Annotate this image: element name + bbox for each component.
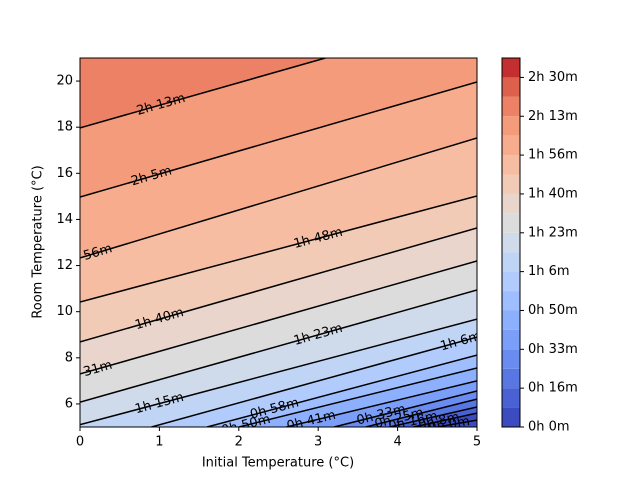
y-tick-label: 10	[56, 304, 73, 319]
y-axis-label: Room Temperature (°C)	[31, 165, 46, 318]
y-tick-label: 6	[65, 396, 73, 411]
contour-line	[151, 336, 477, 427]
colorbar-tick-label: 2h 30m	[528, 70, 578, 85]
x-tick-label: 2	[235, 435, 243, 450]
colorbar-band	[502, 135, 520, 156]
colorbar-band	[502, 96, 520, 117]
colorbar-band	[502, 77, 520, 97]
colorbar-band	[502, 310, 520, 330]
colorbar-tick-label: 0h 33m	[528, 342, 578, 357]
contour-line	[80, 195, 477, 303]
contour-line	[413, 412, 477, 427]
contour-line	[80, 137, 477, 259]
colorbar-band	[502, 193, 520, 214]
contour-line	[80, 227, 477, 343]
x-tick-label: 3	[314, 435, 322, 450]
contour-line	[389, 406, 477, 427]
y-tick-label: 16	[56, 166, 73, 181]
colorbar-tick-label: 1h 23m	[528, 225, 578, 240]
colorbar-band	[502, 407, 520, 427]
colorbar-tick-label: 0h 50m	[528, 303, 578, 318]
contour-line	[238, 367, 477, 427]
colorbar-band	[502, 116, 520, 136]
colorbar-band	[502, 58, 520, 78]
y-tick-label: 12	[56, 258, 73, 273]
colorbar-tick-label: 0h 16m	[528, 381, 578, 396]
colorbar-band	[502, 252, 520, 272]
colorbar-band	[502, 368, 520, 389]
contour-line	[286, 380, 477, 427]
colorbar-band	[502, 271, 520, 292]
x-tick-label: 0	[76, 435, 84, 450]
contour-line	[80, 260, 477, 375]
colorbar-band	[502, 232, 520, 253]
colorbar-tick-label: 0h 0m	[528, 420, 570, 435]
colorbar-band	[502, 388, 520, 408]
colorbar-band	[502, 174, 520, 194]
colorbar-band	[502, 329, 520, 350]
colorbar-tick-label: 1h 56m	[528, 148, 578, 163]
x-tick-label: 1	[155, 435, 163, 450]
colorbar-band	[502, 155, 520, 175]
contour-line	[80, 81, 477, 198]
contour-line	[365, 398, 477, 427]
y-tick-label: 18	[56, 120, 73, 135]
colorbar-band	[502, 291, 520, 311]
colorbar-band	[502, 349, 520, 369]
x-axis-label: Initial Temperature (°C)	[202, 456, 354, 471]
colorbar-frame	[501, 57, 521, 428]
contour-line	[80, 318, 477, 426]
y-tick-label: 20	[56, 74, 73, 89]
contour-line	[437, 419, 477, 427]
x-tick-label: 5	[473, 435, 481, 450]
colorbar-tick-label: 1h 6m	[528, 264, 570, 279]
y-tick-label: 8	[65, 350, 73, 365]
contour-line	[333, 390, 477, 427]
y-tick-label: 14	[56, 212, 73, 227]
contour-line	[80, 289, 477, 403]
x-tick-label: 4	[393, 435, 401, 450]
colorbar-tick-label: 1h 40m	[528, 186, 578, 201]
colorbar-tick-label: 2h 13m	[528, 109, 578, 124]
plot-frame	[79, 57, 478, 428]
contour-line	[206, 354, 477, 427]
colorbar-band	[502, 213, 520, 233]
contour-line	[80, 58, 326, 129]
